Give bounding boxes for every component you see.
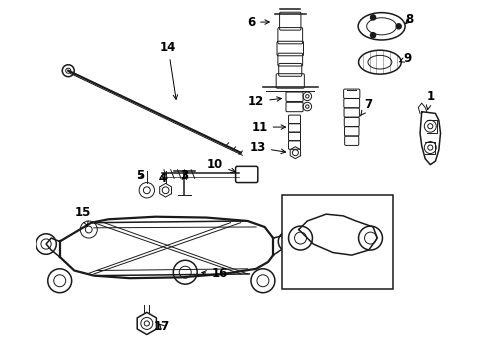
Text: 1: 1 bbox=[426, 90, 434, 109]
Text: 11: 11 bbox=[251, 121, 286, 134]
Text: 8: 8 bbox=[406, 13, 414, 26]
Text: 15: 15 bbox=[74, 206, 91, 226]
Text: 2: 2 bbox=[332, 266, 341, 279]
Text: 10: 10 bbox=[207, 158, 235, 172]
Text: 13: 13 bbox=[250, 141, 286, 154]
Text: 12: 12 bbox=[248, 95, 281, 108]
Text: 17: 17 bbox=[154, 320, 171, 333]
Text: 3: 3 bbox=[180, 169, 189, 182]
Text: 7: 7 bbox=[360, 98, 373, 116]
Text: 14: 14 bbox=[160, 41, 178, 99]
Circle shape bbox=[370, 33, 376, 38]
Circle shape bbox=[370, 15, 376, 20]
Circle shape bbox=[396, 24, 401, 29]
Text: 16: 16 bbox=[202, 267, 227, 280]
Bar bbox=[282, 195, 392, 289]
Text: 4: 4 bbox=[158, 172, 166, 185]
Text: 5: 5 bbox=[136, 169, 144, 182]
Text: 9: 9 bbox=[400, 52, 411, 65]
Text: 6: 6 bbox=[247, 15, 270, 28]
